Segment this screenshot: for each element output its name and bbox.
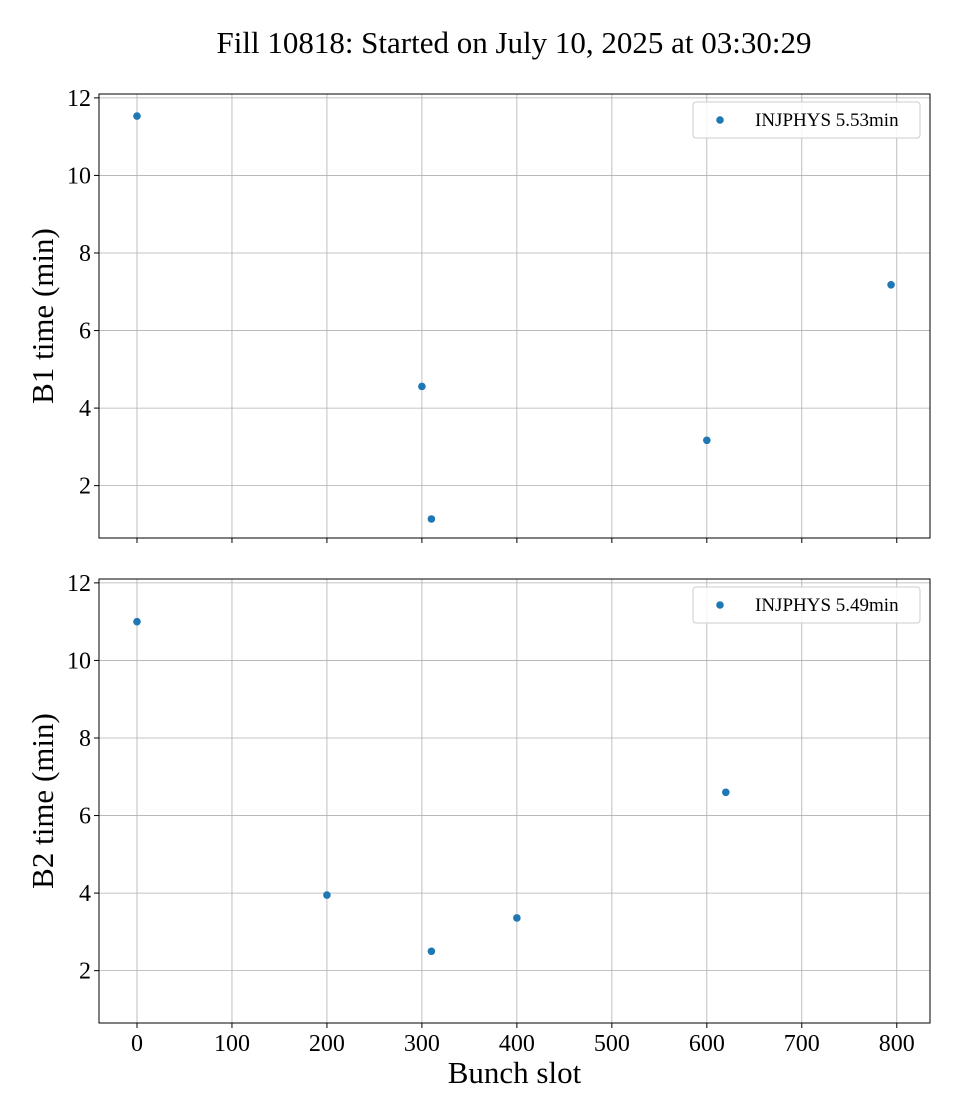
data-point bbox=[703, 436, 711, 445]
y-tick-label: 6 bbox=[79, 319, 91, 345]
plot-frame bbox=[98, 93, 931, 539]
y-tick-label: 12 bbox=[67, 86, 91, 112]
x-tick-label: 500 bbox=[594, 1031, 630, 1057]
legend-box bbox=[692, 101, 921, 139]
data-point bbox=[722, 788, 730, 797]
y-tick-label: 2 bbox=[79, 959, 91, 985]
plot-frame bbox=[98, 578, 931, 1024]
data-point bbox=[513, 914, 521, 922]
data-point bbox=[887, 280, 895, 289]
legend-marker bbox=[716, 601, 724, 609]
x-tick-label: 0 bbox=[131, 1031, 143, 1057]
x-tick-label: 700 bbox=[784, 1031, 820, 1057]
y-tick-label: 4 bbox=[79, 881, 91, 907]
y-tick-label: 10 bbox=[67, 163, 91, 189]
legend-label: INJPHYS 5.49min bbox=[755, 595, 899, 616]
y-tick-label: 10 bbox=[67, 648, 91, 674]
data-point bbox=[418, 382, 426, 391]
x-tick-label: 300 bbox=[404, 1031, 440, 1057]
legend-box bbox=[692, 586, 921, 624]
data-point bbox=[427, 947, 436, 956]
legend-marker bbox=[716, 116, 724, 124]
y-tick-label: 8 bbox=[79, 241, 91, 267]
x-tick-label: 600 bbox=[689, 1031, 725, 1057]
x-axis-label: Bunch slot bbox=[448, 1055, 582, 1090]
y-axis-label: B1 time (min) bbox=[25, 228, 60, 404]
y-tick-label: 12 bbox=[67, 571, 91, 597]
x-tick-label: 800 bbox=[879, 1031, 915, 1057]
y-tick-label: 8 bbox=[79, 726, 91, 752]
y-tick-label: 2 bbox=[79, 474, 91, 500]
x-tick-label: 400 bbox=[499, 1031, 535, 1057]
data-point bbox=[427, 515, 436, 523]
figure-title: Fill 10818: Started on July 10, 2025 at … bbox=[216, 25, 811, 60]
data-point bbox=[133, 112, 141, 120]
x-tick-label: 200 bbox=[309, 1031, 345, 1057]
x-tick-label: 100 bbox=[214, 1031, 250, 1057]
data-point bbox=[133, 617, 141, 626]
panel-b2: 0 100 200 300 400 500 600 700 800 2 4 6 8 10 12 B2 time… bbox=[25, 571, 931, 1090]
panel-b1: 2 4 6 8 10 12 B1 time (min) INJPHYS 5.53min bbox=[25, 86, 931, 543]
y-axis-label: B2 time (min) bbox=[25, 713, 60, 889]
y-tick-label: 6 bbox=[79, 804, 91, 830]
data-point bbox=[323, 891, 331, 899]
y-tick-label: 4 bbox=[79, 396, 91, 422]
legend-label: INJPHYS 5.53min bbox=[755, 110, 899, 131]
